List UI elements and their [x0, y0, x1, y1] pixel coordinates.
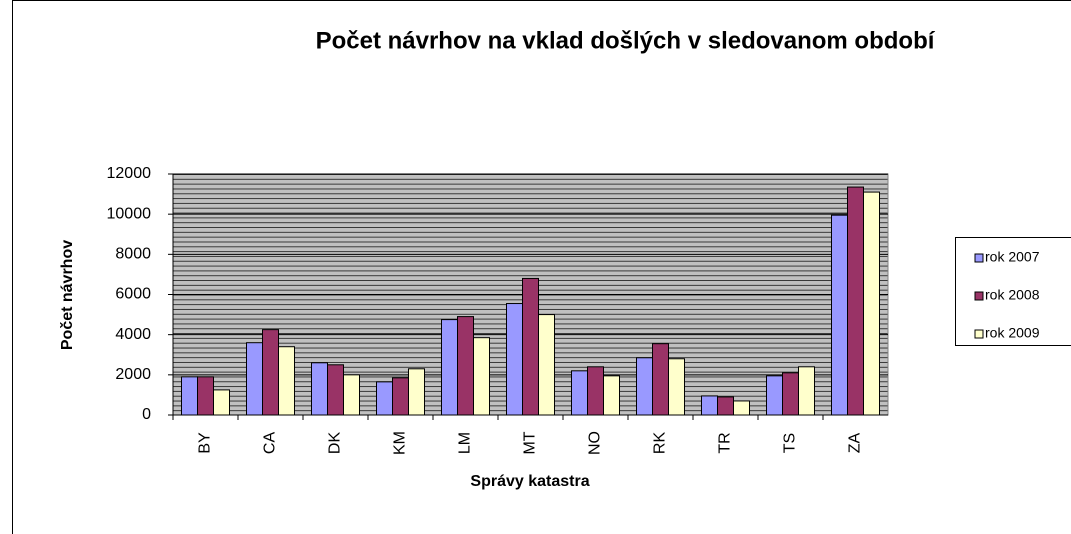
bar	[668, 358, 685, 416]
y-axis-label: Počet návrhov	[59, 240, 76, 350]
bar	[457, 316, 474, 416]
bar	[506, 303, 523, 416]
bar	[408, 368, 425, 416]
bar	[571, 370, 588, 416]
x-tick-label: TS	[782, 433, 799, 453]
legend-label: rok 2007	[985, 249, 1040, 265]
x-tick-label: BY	[197, 432, 214, 454]
y-tick-label: 0	[142, 406, 151, 423]
legend-label: rok 2008	[985, 287, 1040, 303]
x-axis-label: Správy katastra	[470, 473, 589, 490]
x-tick-label: LM	[457, 432, 474, 454]
bar	[847, 186, 864, 416]
bar	[246, 342, 263, 416]
x-tick-label: ZA	[847, 432, 864, 453]
bar	[733, 400, 750, 416]
bar	[522, 277, 539, 416]
bar	[701, 395, 718, 416]
bar	[538, 314, 555, 416]
y-tick-label: 12000	[107, 165, 152, 182]
x-tick-label: DK	[327, 432, 344, 455]
x-tick-label: RK	[652, 432, 669, 455]
bar	[311, 362, 328, 416]
legend-swatch	[974, 329, 984, 339]
x-tick-label: MT	[522, 431, 539, 454]
y-tick-label: 4000	[115, 326, 151, 343]
bar	[798, 366, 815, 416]
bar	[636, 357, 653, 416]
bar	[278, 346, 295, 416]
bar	[262, 329, 279, 416]
bar	[441, 319, 458, 416]
y-tick-label: 6000	[115, 286, 151, 303]
bar	[831, 214, 848, 416]
bar	[197, 376, 214, 416]
legend-label: rok 2009	[985, 325, 1040, 341]
bar	[587, 366, 604, 416]
y-tick-label: 2000	[115, 366, 151, 383]
bar	[652, 343, 669, 416]
chart-title: Počet návrhov na vklad došlých v sledova…	[316, 27, 936, 54]
bar	[766, 375, 783, 416]
x-tick-label: NO	[587, 431, 604, 455]
bar	[717, 396, 734, 416]
bar	[392, 377, 409, 416]
bar	[213, 389, 230, 416]
y-tick-label: 10000	[107, 205, 152, 222]
bar	[327, 364, 344, 416]
x-tick-label: TR	[717, 432, 734, 453]
bar	[343, 374, 360, 416]
bar	[603, 375, 620, 416]
legend-swatch	[974, 253, 984, 263]
bar	[376, 381, 393, 416]
x-tick-label: KM	[392, 431, 409, 455]
y-tick-label: 8000	[115, 246, 151, 263]
bar	[863, 191, 880, 416]
bar	[473, 337, 490, 416]
bar	[782, 372, 799, 416]
x-tick-label: CA	[262, 432, 279, 455]
bar	[181, 376, 198, 416]
legend-swatch	[974, 291, 984, 301]
chart-border	[12, 0, 1071, 534]
